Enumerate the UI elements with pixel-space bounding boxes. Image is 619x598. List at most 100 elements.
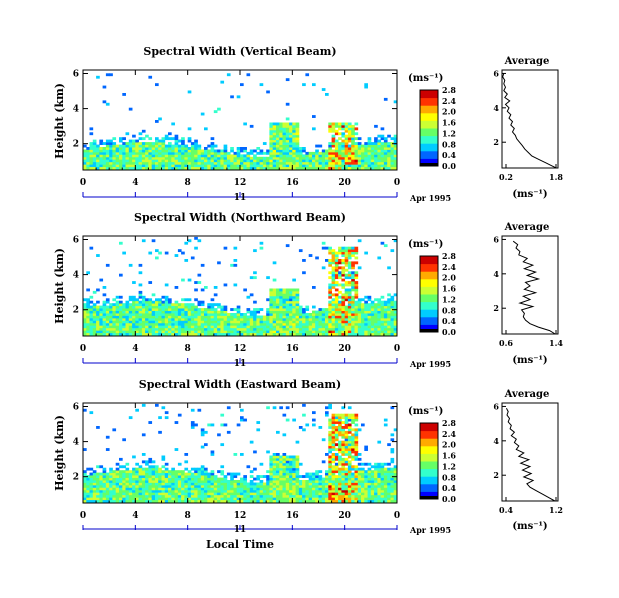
heatmap-cell <box>246 330 251 334</box>
heatmap-cell <box>269 151 274 155</box>
heatmap-cell <box>357 457 362 461</box>
heatmap-cell <box>325 325 329 329</box>
heatmap-cell <box>266 470 270 474</box>
heatmap-cell <box>158 159 162 163</box>
heatmap-cell <box>351 295 355 299</box>
heatmap-cell <box>367 147 372 150</box>
heatmap-cell <box>213 327 218 331</box>
heatmap-cell <box>292 477 296 481</box>
heatmap-cell <box>272 298 277 302</box>
heatmap-cell <box>312 325 316 329</box>
heatmap-cell <box>276 499 280 503</box>
heatmap-cell <box>171 159 175 163</box>
heatmap-cell <box>83 489 87 493</box>
heatmap-cell <box>204 484 208 488</box>
heatmap-cell <box>122 303 126 307</box>
heatmap-cell <box>298 147 303 150</box>
heatmap-cell <box>128 295 133 299</box>
heatmap-cell <box>361 317 365 321</box>
heatmap-cell <box>151 332 156 336</box>
heatmap-cell <box>86 494 90 498</box>
heatmap-cell <box>249 166 254 170</box>
heatmap-cell <box>207 310 211 314</box>
heatmap-cell <box>289 327 293 331</box>
heatmap-cell <box>321 477 326 481</box>
heatmap-cell <box>305 487 310 491</box>
heatmap-cell <box>151 460 156 464</box>
heatmap-cell <box>141 499 146 503</box>
heatmap-cell <box>295 487 300 491</box>
heatmap-cell <box>338 332 342 336</box>
heatmap-cell <box>334 497 339 501</box>
heatmap-cell <box>282 137 287 141</box>
heatmap-cell <box>347 149 352 153</box>
heatmap-cell <box>105 322 110 326</box>
heatmap-cell <box>122 251 126 255</box>
heatmap-cell <box>243 482 247 486</box>
heatmap-cell <box>315 484 319 488</box>
x-ticks: 0 4 8 12 16 20 0 <box>80 70 400 197</box>
heatmap-cell <box>282 460 287 464</box>
heatmap-cell <box>390 322 395 326</box>
heatmap-cell <box>164 251 169 255</box>
heatmap-cell <box>164 166 169 170</box>
heatmap-cell <box>86 159 90 163</box>
heatmap-cell <box>380 492 385 496</box>
heatmap-cell <box>262 484 267 488</box>
heatmap-cell <box>204 430 208 434</box>
heatmap-cell <box>109 494 113 498</box>
heatmap-cell <box>266 159 270 163</box>
heatmap-cell <box>187 492 192 496</box>
heatmap-cell <box>161 332 166 336</box>
heatmap-cell <box>321 317 326 321</box>
heatmap-cell <box>364 470 368 474</box>
heatmap-cell <box>295 159 300 163</box>
heatmap-cell <box>354 317 359 321</box>
heatmap-cell <box>380 149 385 153</box>
heatmap-cell <box>380 467 385 471</box>
colorbar-segment <box>420 294 438 303</box>
heatmap-cell <box>262 151 267 155</box>
heatmap-cell <box>272 288 277 292</box>
heatmap-cell <box>347 305 352 309</box>
heatmap-cell <box>266 406 270 410</box>
heatmap-cell <box>115 154 120 158</box>
heatmap-cell <box>174 421 179 424</box>
heatmap-cell <box>338 492 342 496</box>
heatmap-cell <box>312 330 316 334</box>
heatmap-cell <box>197 322 202 326</box>
heatmap-cell <box>112 332 117 336</box>
heatmap-cell <box>226 322 231 326</box>
heatmap-cell <box>148 492 153 496</box>
heatmap-cell <box>279 325 283 329</box>
heatmap-cell <box>380 487 385 491</box>
heatmap-cell <box>171 497 175 501</box>
heatmap-cell <box>370 330 375 334</box>
heatmap-cell <box>236 95 241 99</box>
heatmap-cell <box>364 484 368 488</box>
heatmap-cell <box>135 320 139 324</box>
heatmap-cell <box>269 166 274 170</box>
heatmap-cell <box>279 298 283 302</box>
colorbar-segment <box>420 438 438 447</box>
heatmap-cell <box>190 487 195 491</box>
heatmap-cell <box>334 317 339 321</box>
heatmap-cell <box>344 477 349 481</box>
heatmap-cell <box>315 330 319 334</box>
heatmap-cell <box>334 470 339 474</box>
heatmap-cell <box>370 144 375 148</box>
heatmap-cell <box>204 487 208 491</box>
colorbar-tick-label: 1.6 <box>442 451 456 461</box>
heatmap-cell <box>390 156 395 160</box>
heatmap-cell <box>344 499 349 503</box>
heatmap-cell <box>338 151 342 155</box>
heatmap-cell <box>347 147 352 150</box>
colorbar-unit: (ms⁻¹) <box>408 406 443 417</box>
heatmap-cell <box>393 499 398 503</box>
heatmap-cell <box>171 472 175 476</box>
heatmap-cell <box>344 332 349 336</box>
heatmap-cell <box>393 317 398 321</box>
heatmap-cell <box>119 139 123 143</box>
heatmap-cell <box>367 144 372 148</box>
heatmap-cell <box>302 497 306 501</box>
